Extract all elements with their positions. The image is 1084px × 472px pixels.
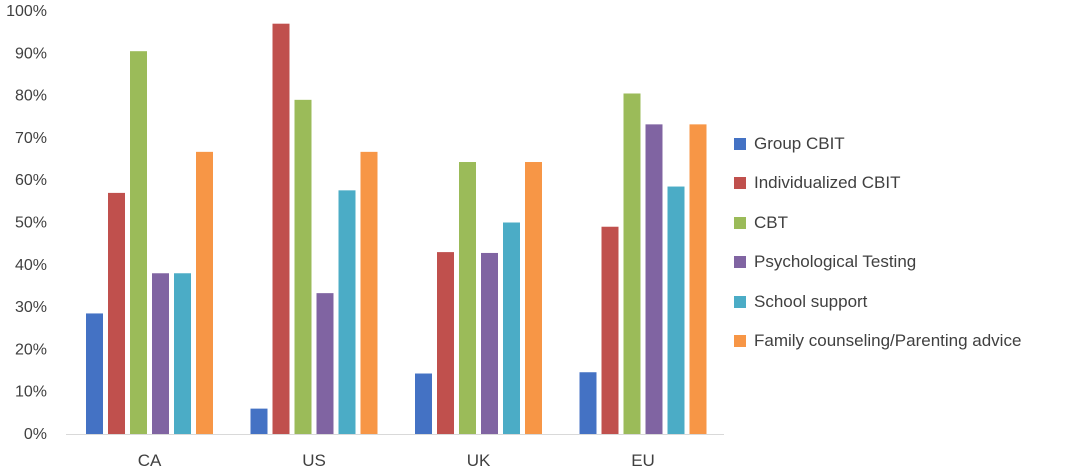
legend-label: Psychological Testing — [754, 252, 917, 272]
legend-item: Group CBIT — [734, 124, 1084, 164]
bar-0-5 — [196, 151, 213, 434]
legend-item: Psychological Testing — [734, 243, 1084, 283]
category-label: CA — [138, 451, 162, 470]
legend-label: School support — [754, 291, 868, 311]
legend-label: Group CBIT — [754, 133, 845, 153]
legend-item: School support — [734, 282, 1084, 322]
bar-0-0 — [86, 313, 103, 434]
legend-swatch — [734, 177, 746, 190]
y-tick-label: 0% — [24, 426, 47, 443]
bar-3-1 — [601, 226, 619, 434]
legend-label: Individualized CBIT — [754, 173, 901, 193]
category-label: US — [302, 451, 326, 470]
bar-3-3 — [645, 124, 663, 434]
y-tick-label: 100% — [6, 3, 47, 20]
y-tick-label: 90% — [15, 45, 47, 62]
bar-2-1 — [437, 252, 454, 434]
bar-3-4 — [667, 186, 685, 434]
bar-2-4 — [503, 222, 520, 434]
legend-swatch — [734, 137, 746, 150]
bar-3-5 — [689, 124, 707, 434]
y-tick-label: 80% — [15, 88, 47, 105]
y-tick-label: 10% — [15, 384, 47, 401]
legend-item: CBT — [734, 203, 1084, 243]
bar-2-2 — [459, 162, 476, 435]
legend-swatch — [734, 256, 746, 269]
legend-swatch — [734, 216, 746, 229]
bar-1-2 — [294, 99, 312, 434]
bar-0-1 — [108, 192, 125, 434]
bar-0-4 — [174, 273, 191, 434]
y-tick-label: 60% — [15, 172, 47, 189]
y-tick-label: 40% — [15, 257, 47, 274]
legend-item: Individualized CBIT — [734, 164, 1084, 204]
legend: Group CBIT Individualized CBIT CBT Psycholo… — [734, 124, 1084, 361]
bar-2-3 — [481, 252, 498, 434]
category-label: UK — [467, 451, 491, 470]
bar-1-1 — [272, 23, 290, 434]
bar-3-0 — [579, 372, 597, 434]
bar-1-3 — [316, 293, 334, 434]
bar-1-0 — [250, 408, 268, 434]
bar-0-2 — [130, 51, 147, 435]
y-tick-label: 50% — [15, 215, 47, 232]
bar-2-0 — [415, 373, 432, 434]
legend-swatch — [734, 335, 746, 348]
legend-label: Family counseling/Parenting advice — [754, 331, 1022, 351]
bar-1-5 — [360, 151, 378, 434]
legend-item: Family counseling/Parenting advice — [734, 322, 1084, 362]
legend-label: CBT — [754, 212, 788, 232]
bar-1-4 — [338, 190, 356, 434]
y-tick-label: 70% — [15, 130, 47, 147]
bar-3-2 — [623, 93, 641, 435]
legend-swatch — [734, 295, 746, 308]
bar-2-5 — [525, 162, 542, 435]
y-tick-label: 30% — [15, 299, 47, 316]
category-label: EU — [631, 451, 655, 470]
bar-0-3 — [152, 273, 169, 434]
y-tick-label: 20% — [15, 341, 47, 358]
